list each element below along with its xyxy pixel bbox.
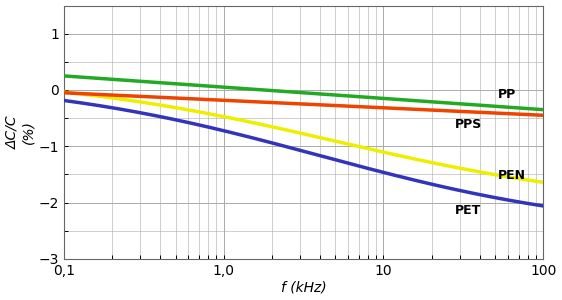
Text: PEN: PEN	[498, 169, 526, 182]
X-axis label: f (kHz): f (kHz)	[281, 280, 327, 294]
Text: PP: PP	[498, 88, 516, 101]
Text: PPS: PPS	[455, 118, 482, 131]
Y-axis label: ΔC/C
(%): ΔC/C (%)	[6, 116, 36, 149]
Text: PET: PET	[455, 205, 481, 218]
